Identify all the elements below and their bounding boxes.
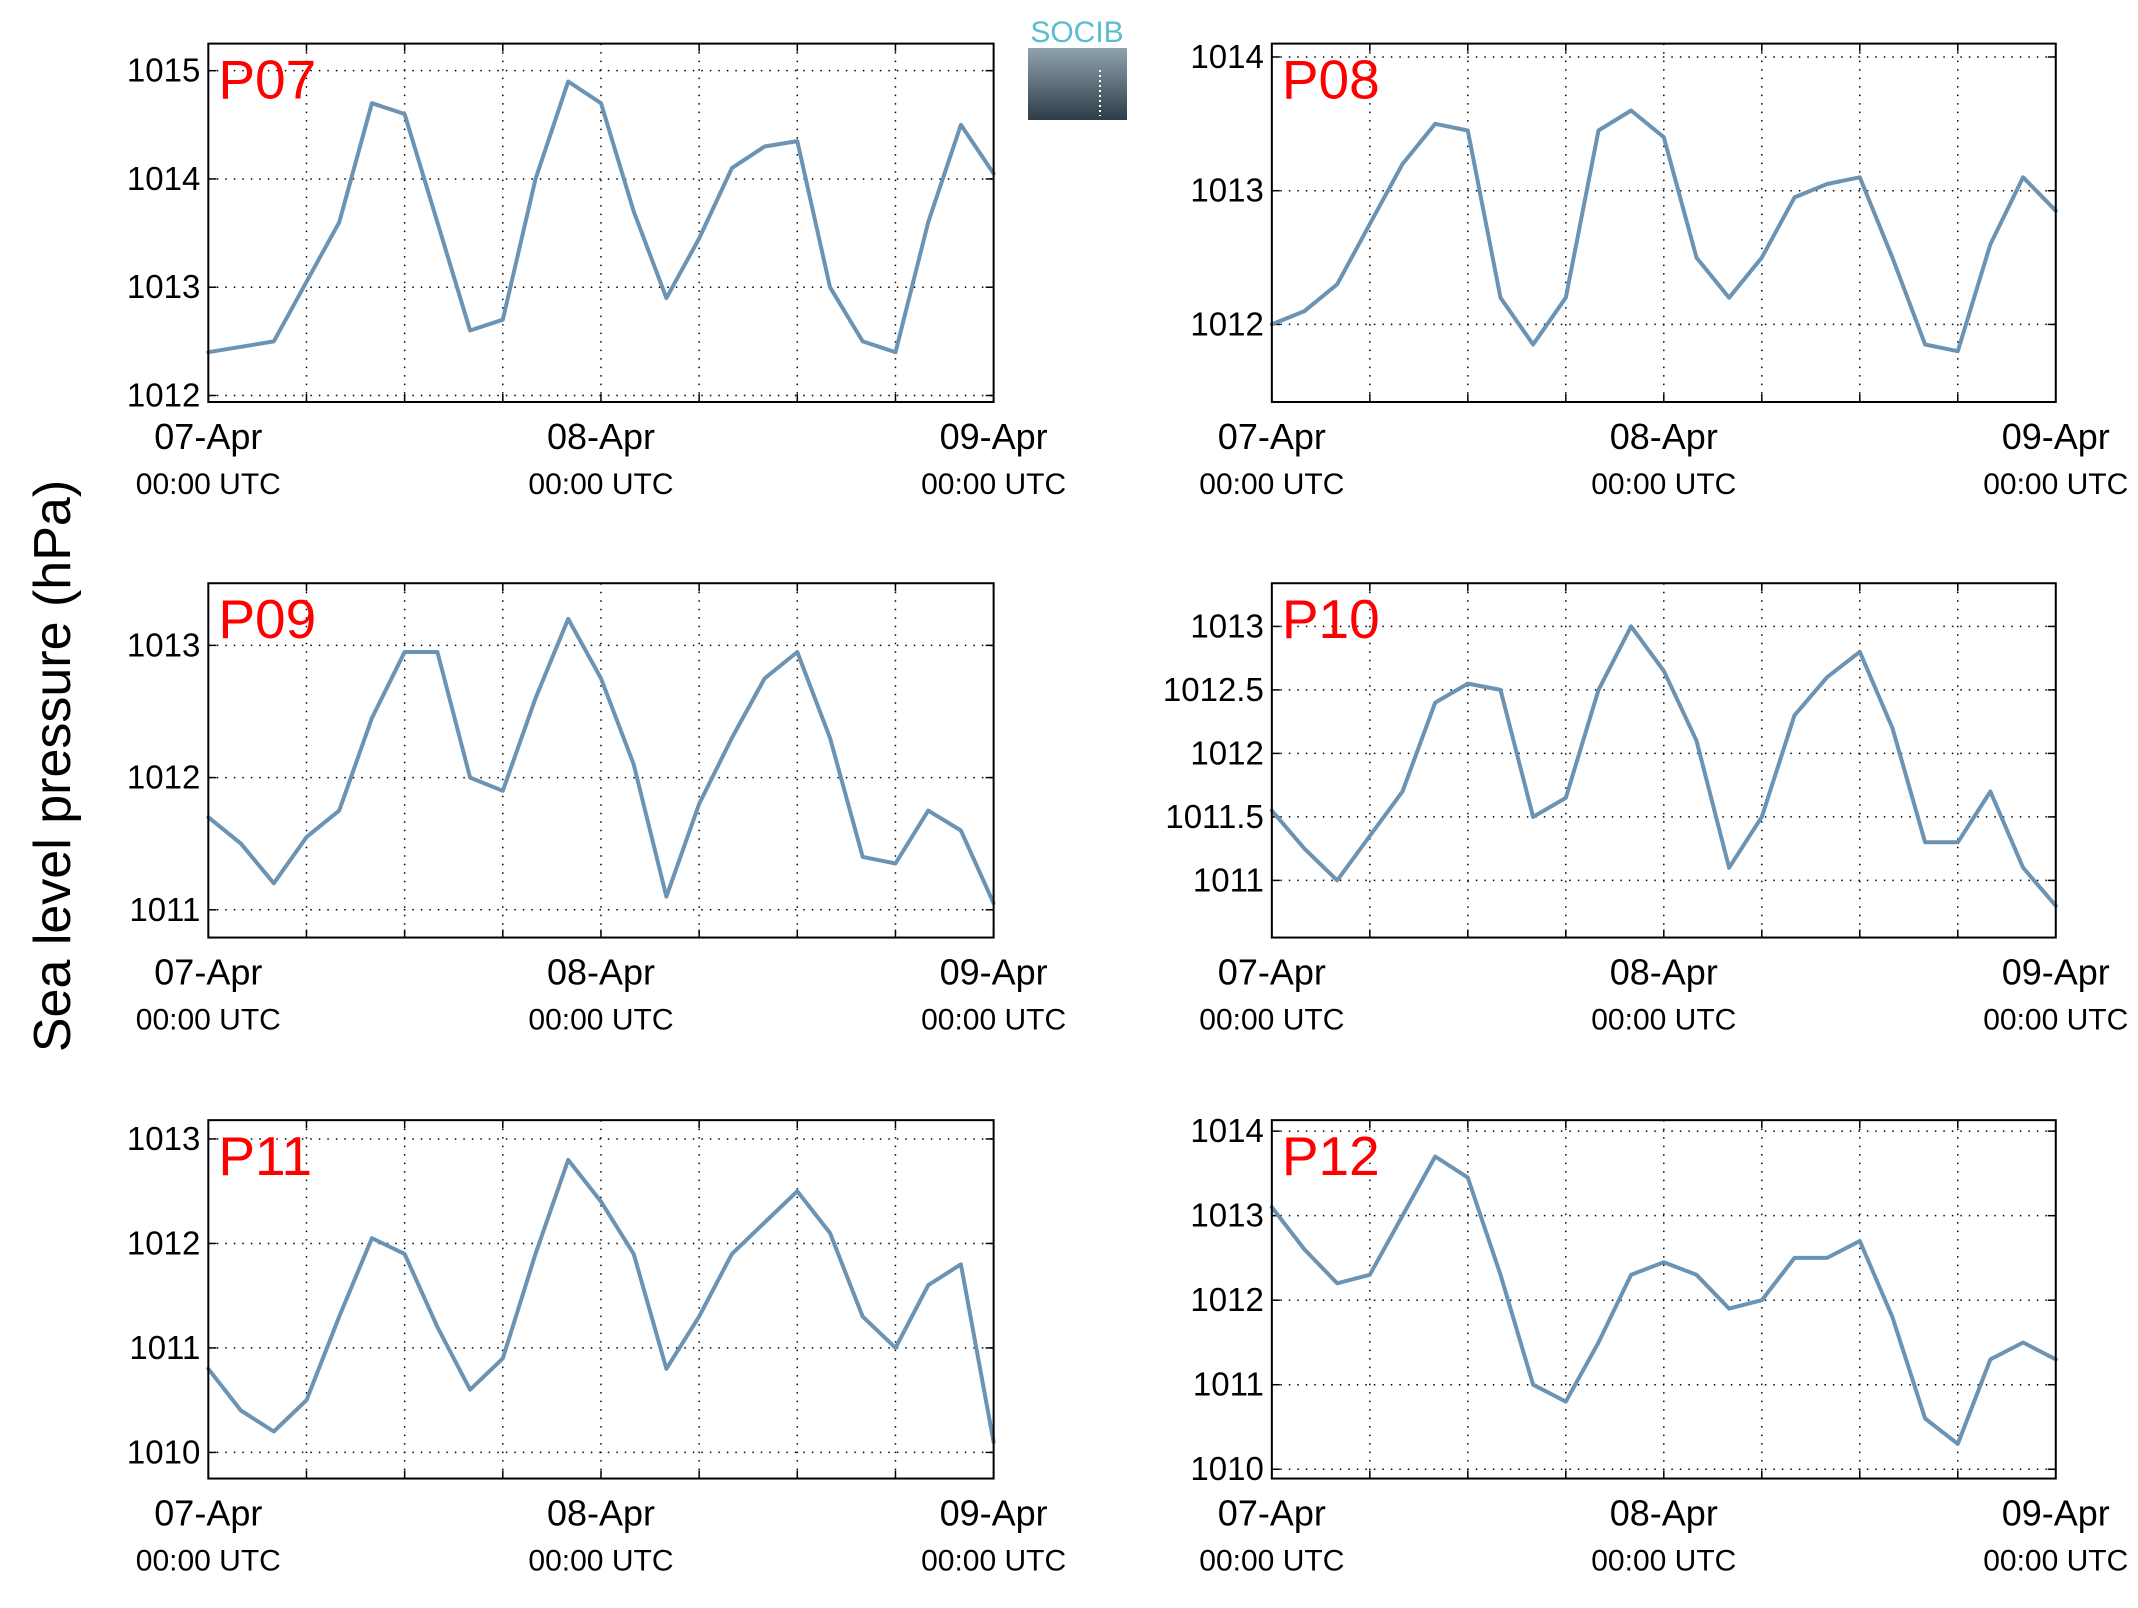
panel: 1012 1013 1014 07-Apr 00:00 UTC 08-Apr 00:00 U… [1190,38,2128,501]
x-tick-sublabel: 00:00 UTC [921,1004,1066,1037]
x-tick-sublabel: 00:00 UTC [1591,468,1736,501]
x-tick-sublabel: 00:00 UTC [136,1004,281,1037]
y-tick-label: 1013 [1190,1197,1263,1234]
panel: 1012 1013 1014 1015 07-Apr 00:00 UTC 08-Apr 00:… [127,42,1066,501]
panel-title: P07 [218,49,316,111]
plot-frame [1270,1119,2057,1480]
y-tick-label: 1011.5 [1165,798,1263,835]
x-tick-label: 07-Apr [154,416,262,457]
data-line [206,616,996,906]
panel-title: P12 [1282,1125,1380,1187]
logo-box [1028,48,1127,120]
y-tick-label: 1011 [129,891,200,928]
x-tick-label: 08-Apr [1610,416,1718,457]
x-tick-label: 09-Apr [2002,416,2110,457]
data-line [1269,624,2058,908]
y-tick-label: 1010 [1190,1450,1263,1487]
y-tick-label: 1011 [1193,1366,1264,1403]
x-tick-label: 07-Apr [1218,952,1326,993]
x-tick-label: 09-Apr [940,416,1048,457]
panel: 1011 1011.5 1012 1012.5 1013 07-Apr 00:00 UTC 0… [1163,582,2128,1037]
x-tick-label: 09-Apr [2002,1493,2110,1534]
x-tick-sublabel: 00:00 UTC [1591,1004,1736,1037]
data-line [1269,1154,2058,1446]
x-tick-sublabel: 00:00 UTC [1983,468,2128,501]
logo: SOCIB [1028,16,1127,120]
y-tick-label: 1012.5 [1163,671,1264,708]
x-tick-label: 08-Apr [547,952,655,993]
y-tick-label: 1012 [127,759,200,796]
x-tick-label: 08-Apr [1610,1493,1718,1534]
data-line [206,1157,996,1444]
plot-frame [1270,42,2057,403]
panel: 1011 1012 1013 07-Apr 00:00 UTC 08-Apr 00:00 U… [127,582,1066,1037]
y-tick-label: 1013 [1190,607,1263,644]
panel-title: P08 [1282,49,1380,111]
plot-area [1271,583,2056,938]
panel-title: P09 [218,588,316,650]
x-tick-sublabel: 00:00 UTC [136,468,281,501]
y-tick-label: 1014 [1190,38,1263,75]
plot-frame [207,1119,995,1480]
y-tick-label: 1014 [1190,1112,1263,1149]
x-tick-sublabel: 00:00 UTC [528,1545,673,1578]
y-tick-label: 1010 [127,1433,200,1470]
panel-title: P11 [218,1125,312,1187]
plot-frame [207,42,995,403]
x-tick-sublabel: 00:00 UTC [1199,1545,1344,1578]
x-tick-sublabel: 00:00 UTC [1199,468,1344,501]
x-tick-label: 08-Apr [1610,952,1718,993]
plot-frame [207,582,995,939]
y-tick-label: 1015 [127,52,200,89]
panel: 1010 1011 1012 1013 07-Apr 00:00 UTC 08-Apr 00:… [127,1119,1066,1578]
x-tick-label: 07-Apr [154,1493,262,1534]
y-tick-label: 1013 [1190,172,1263,209]
y-axis-label: Sea level pressure (hPa) [24,480,82,1052]
x-tick-label: 09-Apr [2002,952,2110,993]
logo-text: SOCIB [1030,16,1123,49]
x-tick-label: 09-Apr [940,952,1048,993]
y-tick-label: 1014 [127,160,200,197]
x-tick-sublabel: 00:00 UTC [921,468,1066,501]
x-tick-label: 08-Apr [547,416,655,457]
y-tick-label: 1013 [127,1120,200,1157]
y-tick-label: 1011 [1193,861,1264,898]
y-tick-label: 1013 [127,268,200,305]
y-tick-label: 1013 [127,626,200,663]
y-tick-label: 1011 [129,1329,200,1366]
data-line [206,79,996,355]
y-tick-label: 1012 [1190,305,1263,342]
x-tick-label: 07-Apr [1218,416,1326,457]
y-tick-label: 1012 [1190,734,1263,771]
y-tick-label: 1012 [127,377,200,414]
data-line [1269,108,2058,354]
x-tick-sublabel: 00:00 UTC [1199,1004,1344,1037]
plot-frame [1270,582,2057,939]
y-tick-label: 1012 [1190,1281,1263,1318]
x-tick-sublabel: 00:00 UTC [1591,1545,1736,1578]
x-tick-sublabel: 00:00 UTC [1983,1004,2128,1037]
x-tick-label: 07-Apr [154,952,262,993]
y-tick-label: 1012 [127,1224,200,1261]
panel-title: P10 [1282,588,1380,650]
x-tick-sublabel: 00:00 UTC [921,1545,1066,1578]
plot-area [208,583,994,938]
x-tick-label: 09-Apr [940,1493,1048,1534]
x-tick-sublabel: 00:00 UTC [528,1004,673,1037]
x-tick-sublabel: 00:00 UTC [136,1545,281,1578]
x-tick-sublabel: 00:00 UTC [528,468,673,501]
x-tick-label: 07-Apr [1218,1493,1326,1534]
x-tick-sublabel: 00:00 UTC [1983,1545,2128,1578]
x-tick-label: 08-Apr [547,1493,655,1534]
panel: 1010 1011 1012 1013 1014 07-Apr 00:00 UTC 08-Ap… [1190,1112,2128,1577]
